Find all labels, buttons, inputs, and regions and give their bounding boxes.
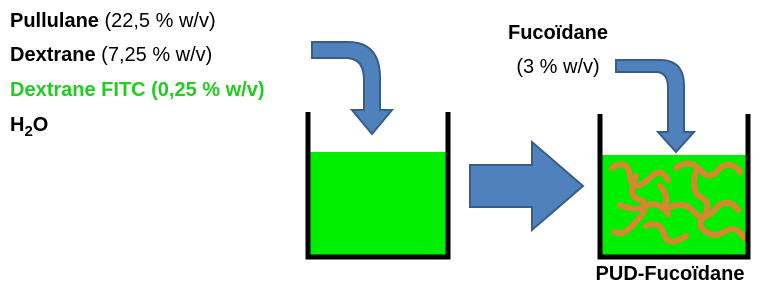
water-h: H [10,114,24,136]
arrow [312,42,392,134]
arrow [616,60,694,152]
ingredient-concentration: (7,25 % w/v) [101,44,212,66]
ingredient-name: Dextrane [10,44,96,66]
ingredient: Dextrane (7,25 % w/v) [10,44,212,66]
water: H2O [10,114,48,140]
arrow [470,142,583,230]
ingredient-name: Pullulane [10,10,99,32]
product-label: PUD-Fucoïdane [596,263,745,285]
ingredient-concentration: (22,5 % w/v) [104,10,215,32]
water-sub: 2 [24,123,32,140]
additive-concentration: (3 % w/v) [516,56,599,78]
water-o: O [33,114,49,136]
ingredient: Pullulane (22,5 % w/v) [10,10,216,32]
ingredient-name: Dextrane FITC (0,25 % w/v) [10,79,265,101]
diagram: Pullulane (22,5 % w/v) Dextrane (7,25 % … [0,0,771,289]
additive-name: Fucoïdane [508,22,608,44]
liquid [309,152,447,256]
